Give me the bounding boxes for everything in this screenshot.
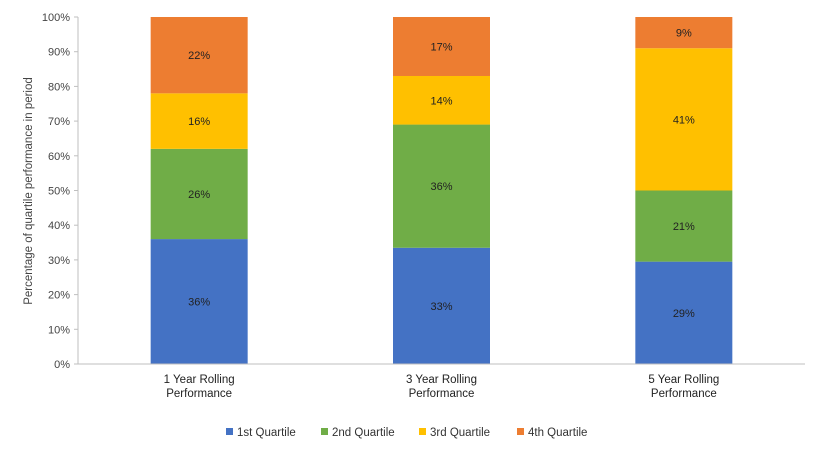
legend-label: 2nd Quartile — [332, 427, 395, 439]
bar-segment — [150, 148, 248, 240]
x-axis: 1 Year Rolling Performance 3 Year Rolling P… — [78, 363, 805, 400]
data-label: 41% — [673, 114, 695, 126]
y-tick-label: 80% — [48, 81, 70, 93]
legend-swatch — [321, 428, 328, 435]
x-category-label-line: Performance — [166, 388, 232, 400]
data-label: 9% — [676, 28, 692, 40]
y-tick-label: 20% — [48, 290, 70, 302]
x-category-label-line: Performance — [651, 388, 717, 400]
y-tick-label: 0% — [54, 359, 70, 371]
legend-label: 4th Quartile — [528, 427, 587, 439]
y-tick-label: 60% — [48, 151, 70, 163]
bar-segment — [635, 17, 733, 49]
y-tick-label: 50% — [48, 186, 70, 198]
data-label: 29% — [673, 308, 695, 320]
legend-swatch — [517, 428, 524, 435]
bars: 36% 26% 16% 22% 33% 36% 14% 17% 29% 21% 41% 9% — [150, 17, 733, 364]
data-label: 16% — [188, 116, 210, 128]
y-tick-label: 100% — [42, 12, 70, 24]
data-label: 26% — [188, 189, 210, 201]
legend-swatch — [226, 428, 233, 435]
legend: 1st Quartile 2nd Quartile 3rd Quartile 4th … — [226, 427, 587, 439]
x-category-label-line: Performance — [409, 388, 475, 400]
legend-label: 1st Quartile — [237, 427, 296, 439]
x-category-label: 3 Year Rolling Performance — [406, 374, 477, 400]
x-category-label-line: 1 Year Rolling — [164, 374, 235, 386]
bar-segment — [635, 261, 733, 364]
bar-segment — [393, 17, 490, 76]
bar-segment — [393, 124, 490, 248]
data-label: 21% — [673, 221, 695, 233]
y-tick-label: 10% — [48, 324, 70, 336]
y-tick-label: 70% — [48, 116, 70, 128]
bar-segment — [150, 17, 248, 94]
x-category-label: 5 Year Rolling Performance — [648, 374, 719, 400]
x-category-label-line: 3 Year Rolling — [406, 374, 477, 386]
data-label: 36% — [188, 297, 210, 309]
bar-segment — [635, 48, 733, 191]
bar-segment — [150, 93, 248, 149]
data-label: 33% — [430, 301, 452, 313]
data-label: 14% — [430, 95, 452, 107]
x-category-label-line: 5 Year Rolling — [648, 374, 719, 386]
legend-swatch — [419, 428, 426, 435]
y-tick-label: 40% — [48, 220, 70, 232]
data-label: 17% — [430, 41, 452, 53]
data-label: 22% — [188, 50, 210, 62]
bar-segment — [393, 247, 490, 364]
y-tick-label: 90% — [48, 47, 70, 59]
y-tick-label: 30% — [48, 255, 70, 267]
bar-segment — [150, 239, 248, 364]
x-category-label: 1 Year Rolling Performance — [164, 374, 235, 400]
y-axis-label: Percentage of quartile performance in pe… — [23, 77, 35, 305]
legend-label: 3rd Quartile — [430, 427, 490, 439]
bar-segment — [393, 75, 490, 125]
y-axis: 0% 10% 20% 30% 40% 50% 60% 70% 80% 90% 100% — [42, 12, 79, 371]
bar-segment — [635, 190, 733, 262]
data-label: 36% — [430, 181, 452, 193]
